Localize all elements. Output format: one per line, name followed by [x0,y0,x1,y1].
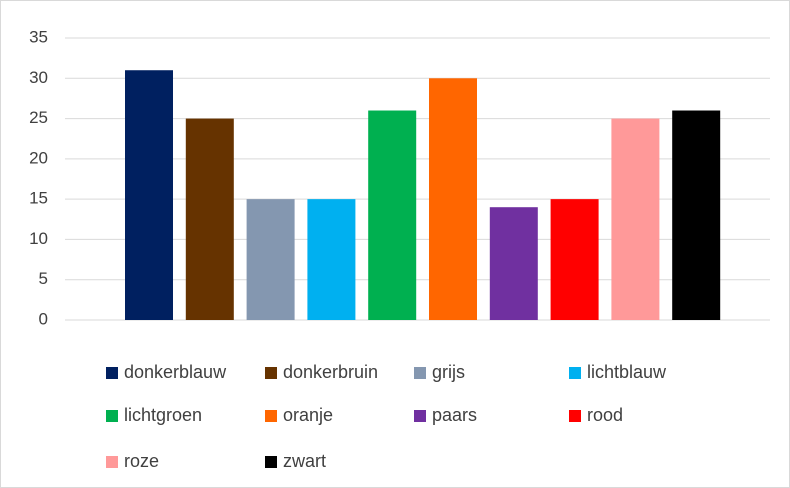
bar [429,78,477,321]
legend-swatch [414,410,426,422]
legend-swatch [106,410,118,422]
legend-label: donkerblauw [124,362,227,382]
legend-label: lichtblauw [587,362,667,382]
legend-label: lichtgroen [124,405,202,425]
bar [246,199,295,320]
bar [368,110,417,320]
legend-label: rood [587,405,623,425]
legend-label: roze [124,451,159,471]
bar [611,118,660,320]
legend-swatch [414,367,426,379]
legend-label: zwart [283,451,326,471]
bar [489,207,538,320]
y-tick-label: 0 [39,309,48,328]
y-tick-label: 10 [29,229,48,248]
legend-swatch [106,367,118,379]
y-tick-label: 30 [29,68,48,87]
legend-swatch [106,456,118,468]
y-tick-label: 5 [39,269,48,288]
y-tick-label: 15 [29,189,48,208]
legend-label: donkerbruin [283,362,378,382]
legend-label: paars [432,405,477,425]
bar [125,70,173,320]
legend-swatch [569,367,581,379]
y-tick-label: 25 [29,108,48,127]
legend-swatch [265,367,277,379]
legend-swatch [569,410,581,422]
legend-label: oranje [283,405,333,425]
legend-swatch [265,410,277,422]
bar [672,110,721,320]
y-tick-label: 35 [29,27,48,46]
bar [550,199,599,320]
legend-label: grijs [432,362,465,382]
bar [307,199,356,320]
legend-swatch [265,456,277,468]
y-tick-label: 20 [29,148,48,167]
bar [185,118,234,320]
